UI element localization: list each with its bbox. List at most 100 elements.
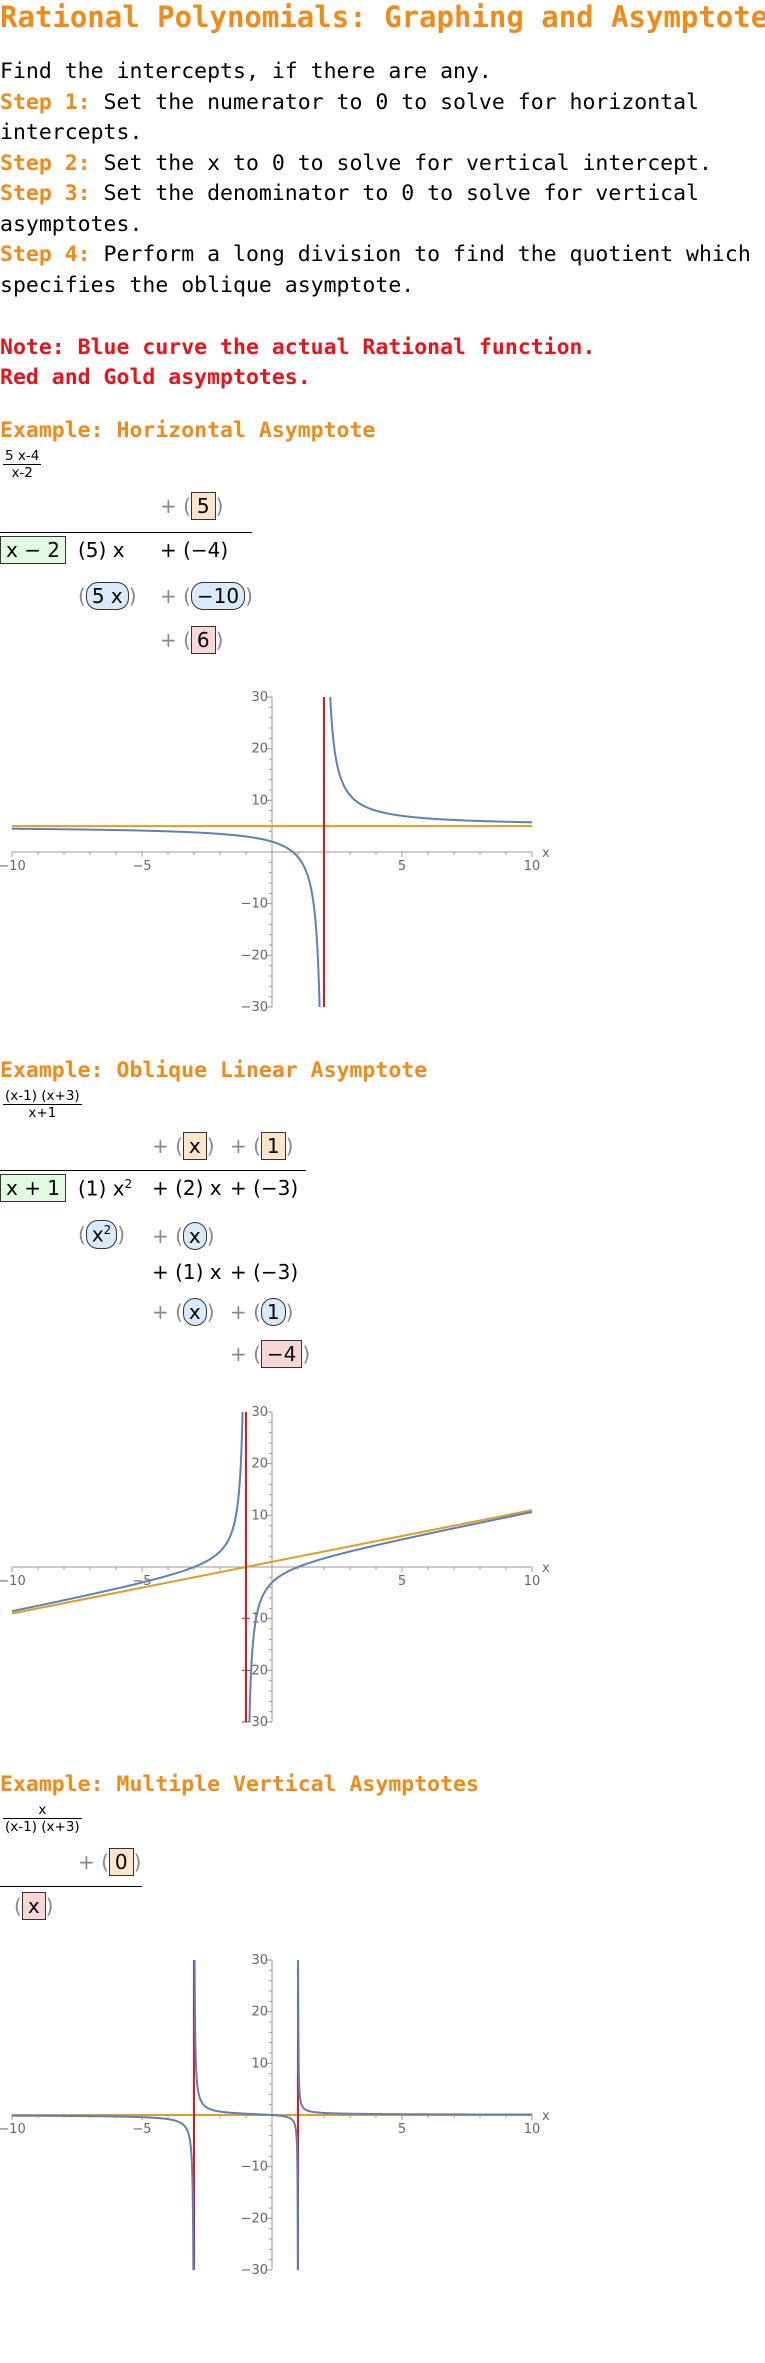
subtract-term: + (x) [152,1222,215,1250]
quotient-box: 5 [190,492,216,520]
function-curve [193,1960,299,2270]
x-tick-label: 10 [524,859,541,874]
subtract-term: + (1) [230,1298,294,1326]
example-3-numerator: x [3,1802,82,1819]
division-bar [0,1886,142,1887]
x-tick-label: −10 [0,859,26,874]
subtract-box: 5 x [85,582,129,610]
y-tick-label: 10 [251,2056,268,2071]
function-curve [12,2114,195,2270]
y-tick-label: 20 [251,2005,268,2020]
quotient-term: + (1) [230,1132,294,1160]
y-tick-label: 20 [251,742,268,757]
subtract-box: −10 [190,582,246,610]
y-tick-label: −20 [241,948,268,963]
note-line-2: Red and Gold asymptotes. [0,365,311,390]
x-tick-label: −10 [0,2122,26,2137]
step-3: Step 3: Set the denominator to 0 to solv… [0,179,765,240]
step-3-label: Step 3: [0,181,91,206]
remainder-box: −4 [260,1340,303,1368]
function-curve [248,1511,532,1722]
y-tick-label: −10 [241,1612,268,1627]
quotient-box: 0 [108,1848,134,1876]
quotient-term: + (0) [78,1848,142,1876]
divisor-box: x − 2 [0,536,67,564]
example-1-fraction: 5 x-4 x-2 [3,448,42,481]
y-tick-label: 30 [251,1953,268,1968]
page-title: Rational Polynomials: Graphing and Asymp… [0,0,765,34]
quotient-box: x [182,1132,207,1160]
function-curve [329,697,532,824]
remainder-box: x [21,1892,46,1920]
function-curve [12,1412,244,1613]
x-tick-label: −5 [132,2122,151,2137]
dividend-term: + (2) x [152,1176,222,1200]
step-2-label: Step 2: [0,150,91,176]
divisor: x + 1 [0,1174,67,1202]
dividend-term: + (−3) [230,1176,299,1200]
example-1-heading: Example: Horizontal Asymptote [0,418,376,443]
step-3-text: Set the denominator to 0 to solve for ve… [0,181,699,237]
example-2-fraction: (x-1) (x+3) x+1 [3,1088,82,1121]
note: Note: Blue curve the actual Rational fun… [0,333,595,393]
example-1-numerator: 5 x-4 [3,448,42,465]
y-tick-label: −20 [241,1663,268,1678]
step-4-text: Perform a long division to find the quot… [0,242,751,298]
remainder-term: + (6) [160,626,224,654]
y-tick-label: 30 [251,1405,268,1420]
x-tick-label: −5 [132,859,151,874]
x-tick-label: 5 [398,2122,406,2137]
instructions: Find the intercepts, if there are any. S… [0,57,765,301]
oblique-asymptote [11,1509,533,1615]
remainder-term: (x) [14,1892,54,1920]
dividend-term: + (−4) [160,538,229,562]
division-bar [0,532,252,533]
example-1-denominator: x-2 [11,465,33,481]
divisor-box: x + 1 [0,1174,67,1202]
x-tick-label: 10 [524,2122,541,2137]
step-1-text: Set the numerator to 0 to solve for hori… [0,89,699,146]
subtract-term: (x2) [78,1220,125,1249]
y-tick-label: −20 [241,2211,268,2226]
y-tick-label: −30 [241,2263,268,2278]
y-tick-label: 30 [251,690,268,705]
example-2-numerator: (x-1) (x+3) [3,1088,82,1105]
y-tick-label: −30 [241,1715,268,1730]
x-axis-label: x [542,846,550,861]
example-3-denominator: (x-1) (x+3) [5,1819,80,1835]
x-tick-label: 5 [398,859,406,874]
note-line-1: Note: Blue curve the actual Rational fun… [0,335,596,360]
y-tick-label: −10 [241,2160,268,2175]
y-tick-label: 20 [251,1457,268,1472]
x-tick-label: 10 [524,1574,541,1589]
subtract-term: + (−10) [160,582,253,610]
quotient-box: 1 [260,1132,286,1160]
example-3-heading: Example: Multiple Vertical Asymptotes [0,1772,479,1797]
intro-text: Find the intercepts, if there are any. [0,59,492,84]
y-tick-label: 10 [251,793,268,808]
y-tick-label: −30 [241,1000,268,1015]
remainder-box: 6 [190,626,216,654]
x-axis-label: x [542,1561,550,1576]
subtract-term: (5 x) [78,582,137,610]
step-4-label: Step 4: [0,242,91,267]
dividend-term: + (1) x [152,1260,222,1284]
step-4: Step 4: Perform a long division to find … [0,240,765,301]
y-tick-label: −10 [241,897,268,912]
subtract-box: x2 [85,1220,118,1249]
example-2-denominator: x+1 [28,1105,57,1121]
function-curve [297,1960,532,2116]
dividend-term: (1) x2 [78,1176,133,1201]
dividend-term: + (−3) [230,1260,299,1284]
x-tick-label: 5 [398,1574,406,1589]
subtract-term: + (x) [152,1298,215,1326]
chart-multiple-vertical-asymptotes: −10 −5 5 10 −30 −20 −10 10 20 30 x [0,1953,550,2278]
chart-horizontal-asymptote: −10 −5 5 10 −30 −20 −10 10 20 30 x [0,690,550,1015]
step-1: Step 1: Set the numerator to 0 to solve … [0,88,765,149]
subtract-box: x [182,1222,207,1250]
y-tick-label: 10 [251,1508,268,1523]
function-curve [12,827,321,1007]
x-tick-label: −10 [0,1574,26,1589]
step-1-label: Step 1: [0,89,91,115]
quotient-term: + (x) [152,1132,215,1160]
